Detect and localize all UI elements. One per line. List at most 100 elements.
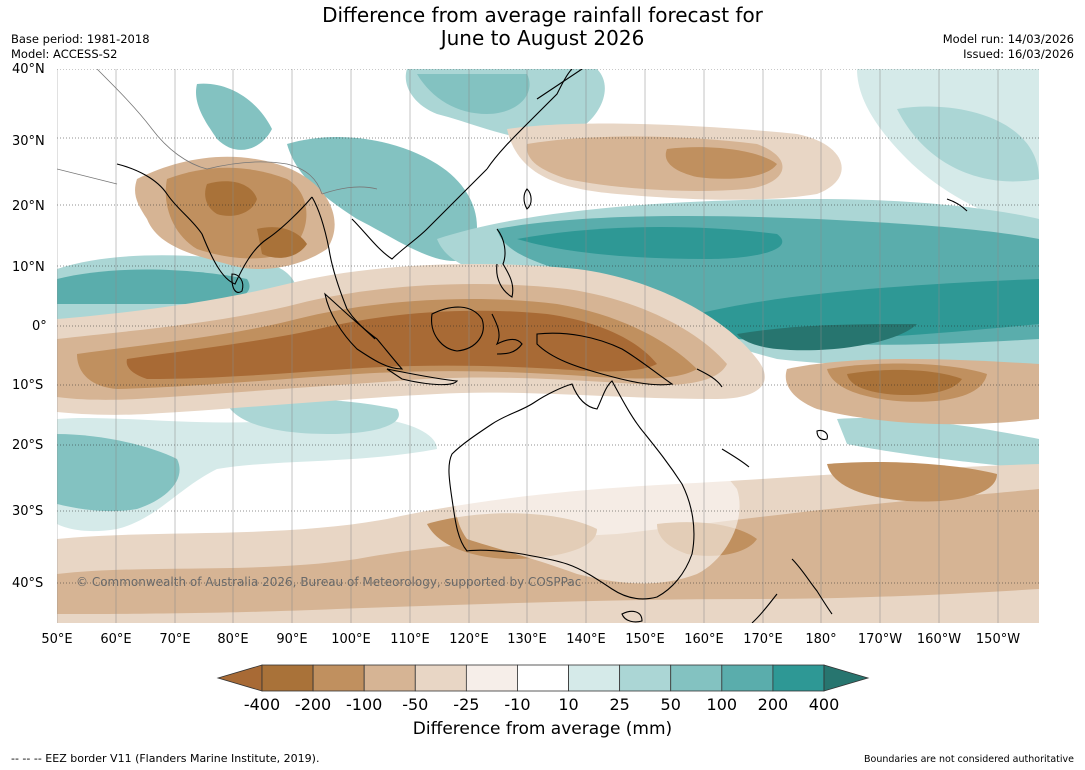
map-svg: © Commonwealth of Australia 2026, Bureau… [57, 69, 1039, 623]
anomaly-dry-region [126, 310, 657, 379]
anomaly-wet-region [737, 324, 917, 351]
colorbar-swatch [312, 664, 365, 692]
colorbar-swatch [414, 664, 467, 692]
sulawesi-coastline [491, 313, 523, 355]
anomaly-wet-region [196, 83, 272, 150]
lat-label: 40°S [12, 576, 44, 591]
colorbar-tick-label: -10 [504, 695, 531, 714]
lon-label: 140°E [566, 632, 606, 647]
anomaly-wet-region [897, 106, 1039, 182]
model-info: Base period: 1981-2018 Model: ACCESS-S2 [11, 32, 150, 62]
anomaly-wet-region [57, 269, 250, 304]
lon-label: 170°E [743, 632, 783, 647]
map-title: Difference from average rainfall forecas… [0, 4, 1085, 50]
colorbar-title: Difference from average (mm) [412, 719, 673, 739]
lon-label: 180° [805, 632, 837, 647]
lon-label: 150°W [975, 632, 1021, 647]
fiji-coastline [816, 429, 828, 441]
colorbar-swatches [216, 664, 870, 692]
anomaly-wet-region [837, 418, 1039, 469]
copyright-text: © Commonwealth of Australia 2026, Bureau… [76, 575, 581, 589]
japan-coastline [536, 69, 583, 100]
colorbar-tick-label: 400 [808, 695, 840, 714]
sri-lanka-coastline [231, 273, 244, 293]
new-zealand-south-coastline [751, 593, 778, 623]
lat-label: 20°S [12, 438, 44, 453]
borneo-coastline [431, 306, 484, 352]
solomon-coastline [696, 368, 723, 388]
model-name: Model: ACCESS-S2 [11, 47, 118, 61]
tasmania-coastline [621, 610, 643, 623]
title-line-2: June to August 2026 [440, 26, 645, 50]
meridians [57, 69, 999, 623]
anomaly-wet-region [57, 434, 180, 512]
lon-label: 60°E [100, 632, 132, 647]
colorbar [216, 664, 870, 692]
anomaly-wet-region [287, 136, 477, 261]
colorbar-swatch [465, 664, 518, 692]
colorbar-tick-label: 200 [757, 695, 789, 714]
lat-label: 10°N [12, 260, 45, 275]
hawaii-coastline [946, 198, 968, 212]
colorbar-tick-label: -25 [453, 695, 480, 714]
indochina-coastline [351, 168, 488, 260]
lon-label: 90°E [276, 632, 308, 647]
title-line-1: Difference from average rainfall forecas… [322, 3, 763, 27]
china-coastline [486, 69, 573, 170]
colorbar-tick-label: -400 [243, 695, 281, 714]
anomaly-dry-region [827, 462, 997, 502]
anomaly-dry-region [665, 147, 777, 179]
colorbar-tick-label: 10 [558, 695, 579, 714]
colorbar-tick-label: -200 [294, 695, 332, 714]
java-coastline [386, 368, 459, 386]
issued-date: Issued: 16/03/2026 [963, 47, 1074, 61]
colorbar-tick-label: 100 [706, 695, 738, 714]
run-info: Model run: 14/03/2026 Issued: 16/03/2026 [943, 32, 1074, 62]
anomaly-neutral-region [455, 414, 740, 584]
lon-label: 120°E [449, 632, 489, 647]
colorbar-swatch [619, 664, 672, 692]
colorbar-tick-label: 25 [609, 695, 630, 714]
rainfall-anomaly-map[interactable]: © Commonwealth of Australia 2026, Bureau… [57, 69, 1039, 623]
colorbar-swatch [363, 664, 416, 692]
lat-label: 20°N [12, 199, 45, 214]
colorbar-swatch [261, 664, 314, 692]
lon-label: 100°E [331, 632, 371, 647]
colorbar-swatch [568, 664, 621, 692]
coastlines [116, 69, 968, 623]
colorbar-swatch [517, 664, 569, 692]
lon-label: 150°E [625, 632, 665, 647]
anomaly-wet-region [227, 398, 399, 434]
lat-label: 40°N [12, 62, 45, 77]
new-guinea-coastline [536, 332, 674, 386]
lon-label: 110°E [390, 632, 430, 647]
lat-label: 30°N [12, 134, 45, 149]
colorbar-extend-low [216, 664, 263, 692]
anomaly-dry-region [257, 227, 307, 258]
anomaly-wet-region [697, 279, 1039, 341]
base-period: Base period: 1981-2018 [11, 32, 150, 46]
lat-label: 0° [32, 319, 47, 334]
anomaly-dry-region [205, 181, 257, 216]
colorbar-extend-high [823, 664, 870, 692]
australia-coastline [448, 380, 695, 600]
lon-label: 80°E [217, 632, 249, 647]
anomaly-field [57, 69, 1039, 623]
model-run-date: Model run: 14/03/2026 [942, 32, 1074, 46]
taiwan-coastline [523, 188, 532, 210]
boundaries-disclaimer: Boundaries are not considered authoritat… [864, 754, 1074, 765]
sumatra-coastline [324, 292, 404, 370]
india-coastline [116, 163, 313, 285]
philippines-coastline [496, 228, 514, 298]
lon-label: 50°E [41, 632, 73, 647]
colorbar-tick-label: 50 [660, 695, 681, 714]
eez-legend: -- -- -- EEZ border V11 (Flanders Marine… [11, 752, 320, 765]
new-zealand-north-coastline [791, 558, 833, 615]
colorbar-tick-label: -50 [402, 695, 429, 714]
anomaly-wet-region [517, 227, 783, 259]
new-caledonia-coastline [721, 448, 750, 468]
lat-label: 30°S [12, 504, 44, 519]
colorbar-swatch [772, 664, 825, 692]
anomaly-dry-region [847, 369, 962, 396]
lon-label: 160°E [684, 632, 724, 647]
